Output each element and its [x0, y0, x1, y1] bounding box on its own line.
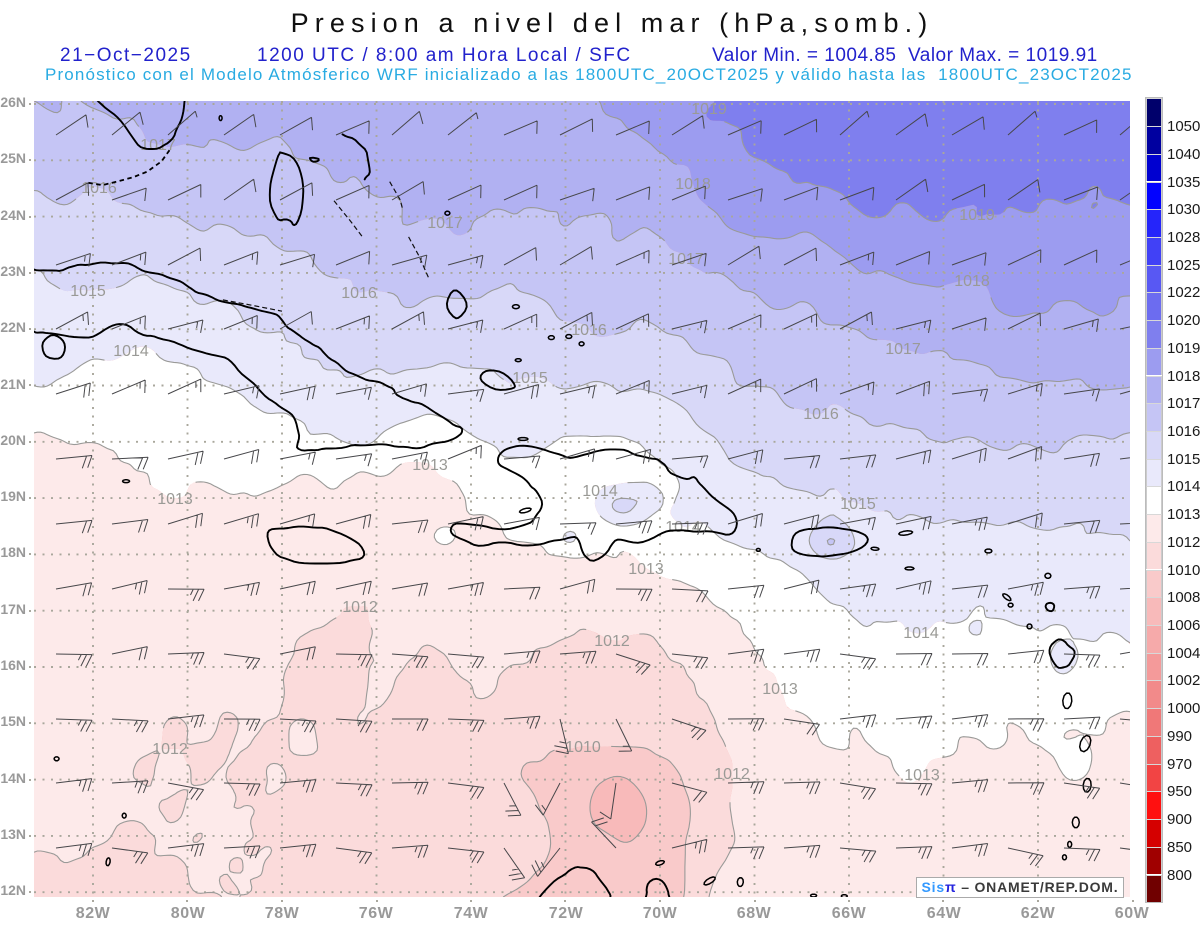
svg-text:1015: 1015	[840, 496, 876, 513]
svg-text:1015: 1015	[70, 283, 106, 300]
svg-text:1013: 1013	[157, 491, 193, 508]
svg-text:1017: 1017	[668, 251, 704, 268]
svg-text:1018: 1018	[954, 273, 990, 290]
svg-text:1015: 1015	[512, 370, 548, 387]
svg-text:1017: 1017	[885, 341, 921, 358]
svg-text:1019: 1019	[959, 207, 995, 224]
svg-text:1016: 1016	[81, 180, 117, 197]
svg-text:1017: 1017	[427, 215, 463, 232]
svg-text:1016: 1016	[803, 406, 839, 423]
svg-text:1013: 1013	[412, 457, 448, 474]
svg-text:1012: 1012	[152, 741, 188, 758]
svg-text:1012: 1012	[714, 766, 750, 783]
svg-text:1014: 1014	[903, 625, 939, 642]
svg-text:1013: 1013	[904, 767, 940, 784]
svg-text:1018: 1018	[675, 176, 711, 193]
svg-text:1016: 1016	[341, 285, 377, 302]
svg-text:1016: 1016	[571, 322, 607, 339]
svg-text:1014: 1014	[113, 343, 149, 360]
svg-text:1010: 1010	[565, 739, 601, 756]
svg-text:1012: 1012	[594, 633, 630, 650]
svg-text:1012: 1012	[342, 599, 378, 616]
svg-text:1019: 1019	[691, 101, 727, 118]
svg-text:1013: 1013	[762, 681, 798, 698]
svg-text:1013: 1013	[628, 561, 664, 578]
svg-text:1014: 1014	[582, 483, 618, 500]
